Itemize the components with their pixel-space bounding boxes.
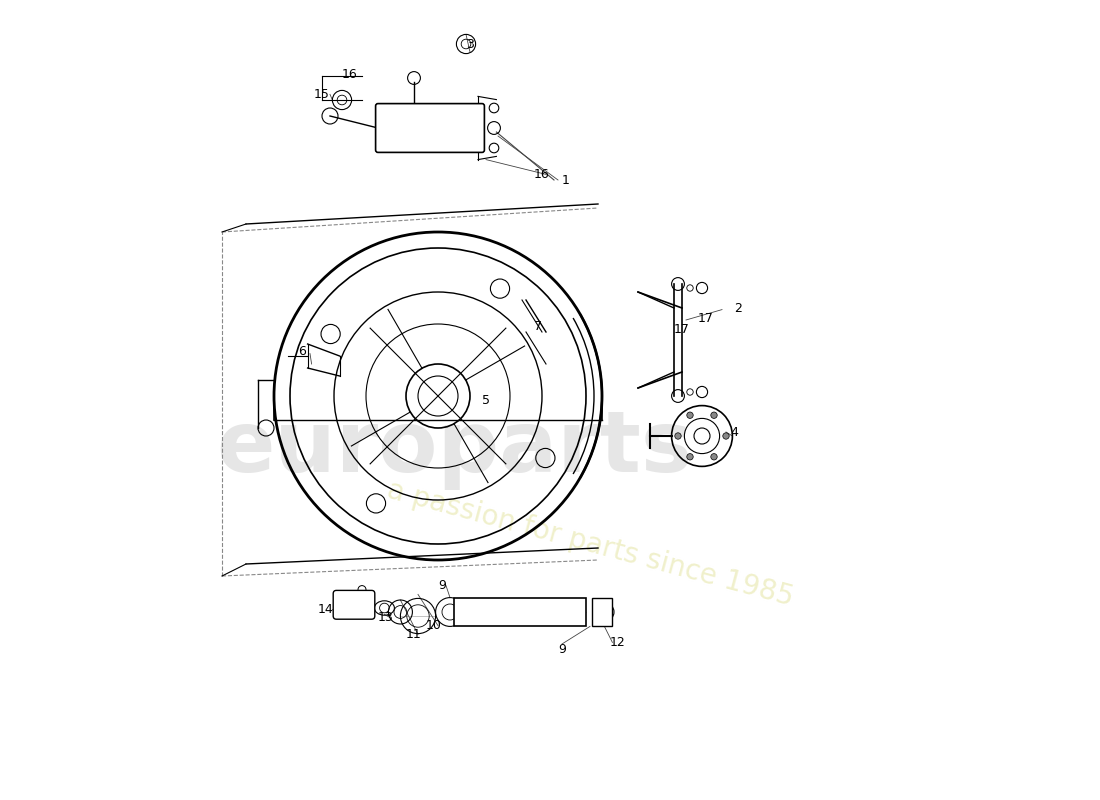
- Text: 12: 12: [610, 636, 626, 649]
- Text: 13: 13: [378, 611, 394, 624]
- Text: 2: 2: [734, 302, 741, 314]
- Text: 8: 8: [494, 604, 502, 617]
- Circle shape: [711, 454, 717, 460]
- Text: 4: 4: [730, 426, 738, 438]
- Text: 11: 11: [406, 628, 422, 641]
- Bar: [454, 598, 586, 626]
- Text: 17: 17: [674, 323, 690, 336]
- Text: 14: 14: [318, 603, 334, 616]
- Text: 16: 16: [535, 168, 550, 181]
- Text: 3: 3: [466, 38, 474, 50]
- Text: 17: 17: [698, 312, 714, 325]
- Text: 9: 9: [438, 579, 446, 592]
- FancyBboxPatch shape: [375, 103, 484, 152]
- Text: 10: 10: [426, 619, 442, 632]
- Text: 5: 5: [482, 394, 490, 406]
- Bar: [593, 598, 613, 626]
- Circle shape: [711, 412, 717, 418]
- Text: a passion for parts since 1985: a passion for parts since 1985: [384, 476, 796, 612]
- Circle shape: [686, 454, 693, 460]
- Text: 7: 7: [534, 320, 542, 333]
- Text: 16: 16: [342, 68, 358, 81]
- Circle shape: [686, 412, 693, 418]
- Text: europarts: europarts: [216, 406, 692, 490]
- Text: 15: 15: [315, 88, 330, 101]
- Text: 9: 9: [558, 643, 565, 656]
- Text: 6: 6: [298, 346, 306, 358]
- FancyBboxPatch shape: [333, 590, 375, 619]
- Circle shape: [723, 433, 729, 439]
- Circle shape: [674, 433, 681, 439]
- Text: 1: 1: [562, 174, 570, 186]
